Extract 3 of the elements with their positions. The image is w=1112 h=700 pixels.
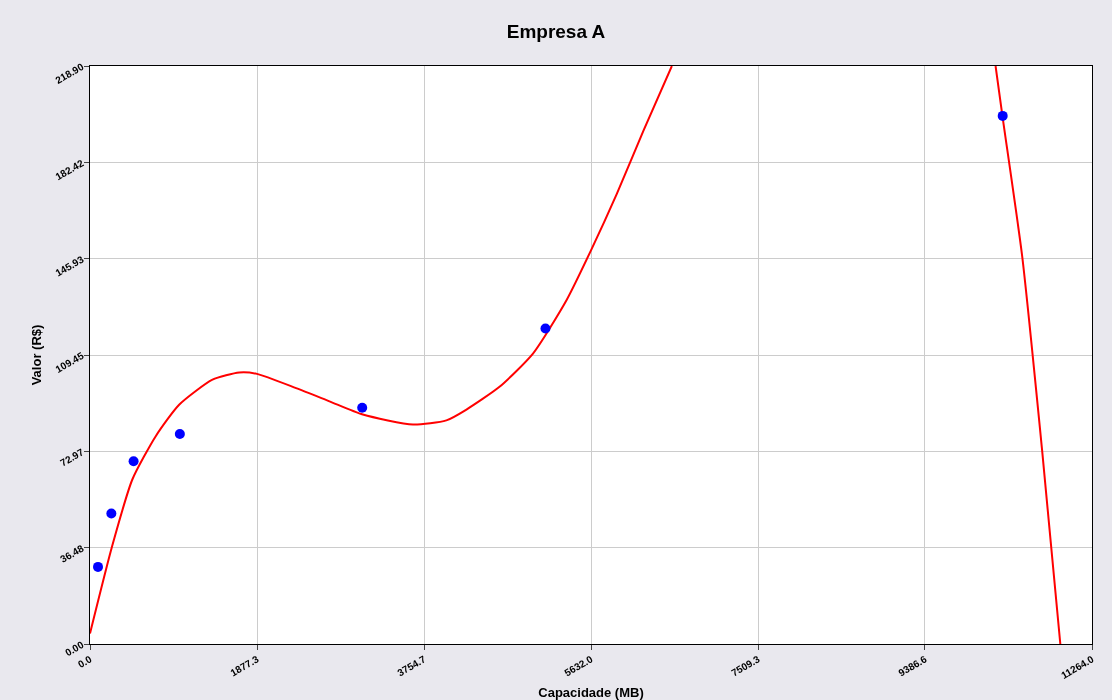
y-axis-title: Valor (R$) (29, 324, 45, 386)
x-axis-title: Capacidade (MB) (538, 685, 644, 700)
chart-title: Empresa A (506, 20, 606, 42)
